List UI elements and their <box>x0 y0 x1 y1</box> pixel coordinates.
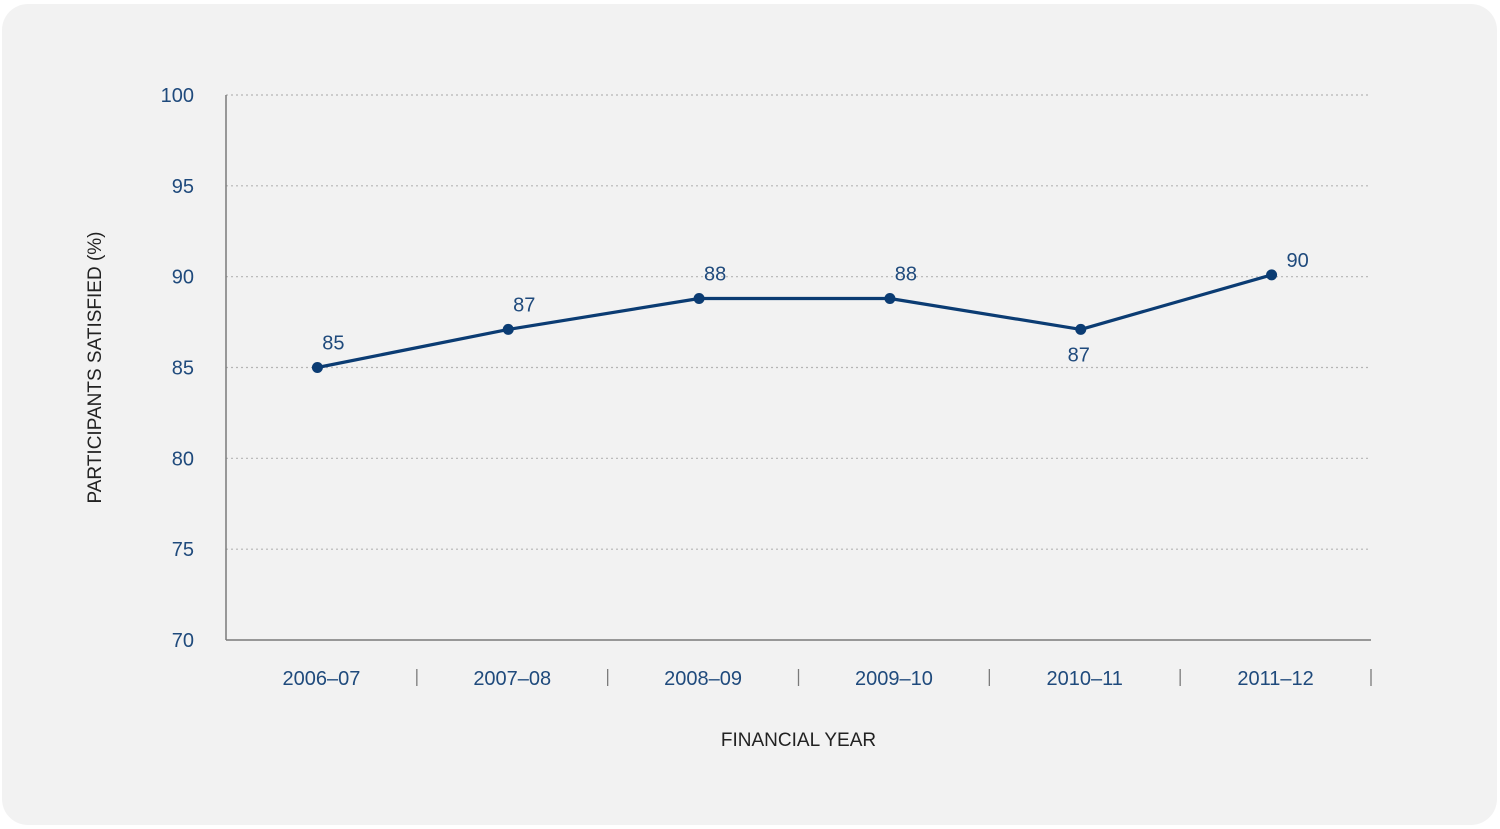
x-tick-label: 2011–12 <box>1237 668 1313 690</box>
y-tick-label: 80 <box>172 448 194 470</box>
y-axis-title: PARTICIPANTS SATISFIED (%) <box>85 231 106 503</box>
y-tick-label: 70 <box>172 630 194 652</box>
x-tick-label: 2010–11 <box>1047 668 1123 690</box>
series-line <box>317 273 1273 370</box>
gridlines <box>226 94 1371 550</box>
data-point <box>311 362 323 373</box>
x-tick-label: 2007–08 <box>473 668 551 690</box>
data-label: 87 <box>513 294 535 316</box>
y-tick-label: 95 <box>172 176 194 198</box>
x-axis-title: FINANCIAL YEAR <box>721 730 876 751</box>
data-label: 90 <box>1286 250 1308 272</box>
data-label: 87 <box>1068 344 1090 366</box>
series <box>311 269 1278 373</box>
y-tick-label: 75 <box>172 539 194 561</box>
chart-panel <box>2 4 1497 825</box>
data-label: 88 <box>895 263 917 285</box>
data-point <box>693 292 705 304</box>
x-tick-label: 2008–09 <box>664 668 742 690</box>
axes <box>225 95 1371 641</box>
y-tick-label: 100 <box>161 85 194 107</box>
x-tick-label: 2009–10 <box>855 668 933 690</box>
y-tick-label: 90 <box>172 267 194 289</box>
data-point <box>1266 269 1278 281</box>
data-label: 88 <box>704 263 726 285</box>
data-point <box>884 292 896 304</box>
data-point <box>502 323 514 335</box>
data-point <box>1075 323 1087 335</box>
x-tick-labels: 2006–07 2007–08 2008–09 2009–10 2010–11 2011–… <box>282 668 1372 690</box>
data-label: 85 <box>322 333 344 355</box>
y-tick-labels: 70 75 80 85 90 95 100 <box>161 85 194 652</box>
data-labels: 85 87 88 88 87 90 <box>322 250 1308 367</box>
x-tick-label: 2006–07 <box>282 668 360 690</box>
y-tick-label: 85 <box>172 358 194 380</box>
